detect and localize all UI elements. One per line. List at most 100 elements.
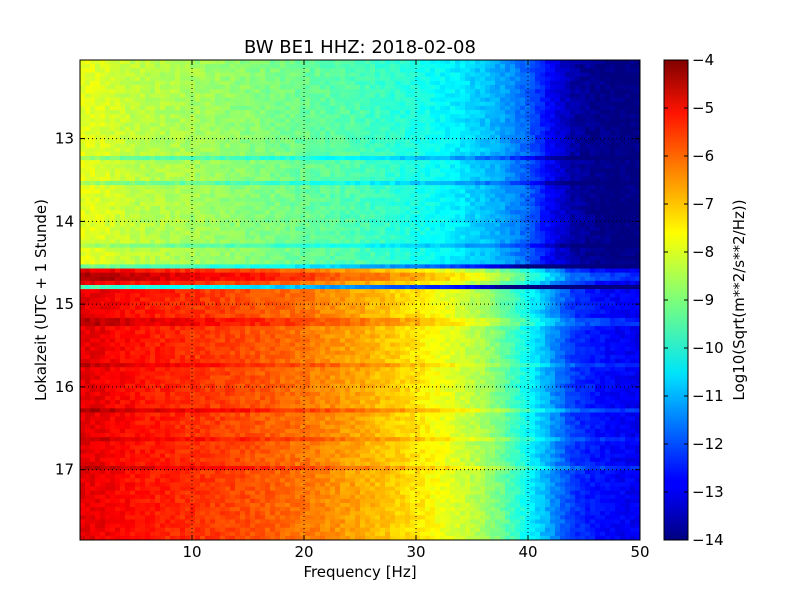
heatmap-cell [215, 73, 221, 78]
heatmap-cell [580, 131, 586, 136]
heatmap-cell [515, 135, 521, 140]
heatmap-cell [370, 168, 376, 173]
heatmap-cell [235, 214, 241, 219]
heatmap-cell [490, 68, 496, 73]
heatmap-cell [315, 156, 321, 161]
heatmap-cell [260, 127, 266, 132]
heatmap-cell [580, 102, 586, 107]
heatmap-cell [520, 77, 526, 82]
heatmap-cell [255, 60, 261, 65]
heatmap-cell [230, 156, 236, 161]
heatmap-cell [500, 118, 506, 123]
heatmap-cell [235, 235, 241, 240]
heatmap-cell [350, 106, 356, 111]
heatmap-cell [320, 127, 326, 132]
heatmap-cell [390, 156, 396, 161]
heatmap-cell [200, 239, 206, 244]
heatmap-cell [425, 156, 431, 161]
heatmap-cell [515, 93, 521, 98]
heatmap-cell [170, 68, 176, 73]
heatmap-cell [595, 189, 601, 194]
heatmap-cell [280, 156, 286, 161]
heatmap-cell [250, 139, 256, 144]
heatmap-cell [345, 202, 351, 207]
heatmap-cell [375, 173, 381, 178]
heatmap-cell [400, 148, 406, 153]
heatmap-cell [150, 214, 156, 219]
heatmap-cell [455, 239, 461, 244]
heatmap-cell [285, 227, 291, 232]
heatmap-cell [500, 227, 506, 232]
heatmap-cell [590, 102, 596, 107]
heatmap-cell [530, 114, 536, 119]
heatmap-cell [390, 244, 396, 249]
heatmap-cell [185, 160, 191, 165]
heatmap-cell [265, 127, 271, 132]
heatmap-cell [405, 156, 411, 161]
heatmap-cell [340, 114, 346, 119]
heatmap-cell [575, 206, 581, 211]
heatmap-cell [520, 98, 526, 103]
heatmap-cell [115, 106, 121, 111]
heatmap-cell [200, 114, 206, 119]
heatmap-cell [495, 152, 501, 157]
heatmap-cell [170, 156, 176, 161]
heatmap-cell [495, 223, 501, 228]
heatmap-cell [175, 148, 181, 153]
heatmap-cell [270, 123, 276, 128]
heatmap-cell [435, 68, 441, 73]
heatmap-cell [135, 85, 141, 90]
heatmap-cell [430, 198, 436, 203]
heatmap-cell [535, 181, 541, 186]
heatmap-cell [585, 189, 591, 194]
heatmap-cell [200, 73, 206, 78]
heatmap-cell [470, 235, 476, 240]
heatmap-cell [625, 219, 631, 224]
heatmap-cell [210, 98, 216, 103]
heatmap-cell [95, 152, 101, 157]
heatmap-cell [570, 193, 576, 198]
heatmap-cell [415, 193, 421, 198]
heatmap-cell [535, 152, 541, 157]
heatmap-cell [265, 156, 271, 161]
heatmap-cell [420, 189, 426, 194]
heatmap-cell [470, 227, 476, 232]
heatmap-cell [390, 235, 396, 240]
heatmap-cell [180, 181, 186, 186]
heatmap-cell [405, 181, 411, 186]
heatmap-cell [400, 81, 406, 86]
heatmap-cell [570, 139, 576, 144]
heatmap-cell [335, 85, 341, 90]
heatmap-cell [80, 189, 86, 194]
heatmap-cell [230, 73, 236, 78]
heatmap-cell [495, 164, 501, 169]
heatmap-cell [380, 77, 386, 82]
heatmap-cell [630, 214, 636, 219]
heatmap-cell [510, 73, 516, 78]
heatmap-cell [420, 127, 426, 132]
heatmap-cell [120, 73, 126, 78]
heatmap-cell [200, 81, 206, 86]
heatmap-cell [360, 89, 366, 94]
heatmap-cell [460, 110, 466, 115]
heatmap-cell [465, 231, 471, 236]
heatmap-cell [570, 114, 576, 119]
heatmap-cell [135, 148, 141, 153]
heatmap-cell [545, 156, 551, 161]
heatmap-cell [545, 98, 551, 103]
heatmap-cell [340, 227, 346, 232]
heatmap-cell [210, 85, 216, 90]
heatmap-cell [135, 223, 141, 228]
heatmap-cell [365, 173, 371, 178]
heatmap-cell [590, 227, 596, 232]
heatmap-cell [240, 156, 246, 161]
heatmap-cell [620, 189, 626, 194]
heatmap-cell [560, 206, 566, 211]
heatmap-cell [520, 106, 526, 111]
heatmap-cell [155, 223, 161, 228]
heatmap-cell [215, 64, 221, 69]
heatmap-cell [255, 168, 261, 173]
heatmap-cell [405, 198, 411, 203]
heatmap-cell [490, 227, 496, 232]
heatmap-cell [170, 164, 176, 169]
